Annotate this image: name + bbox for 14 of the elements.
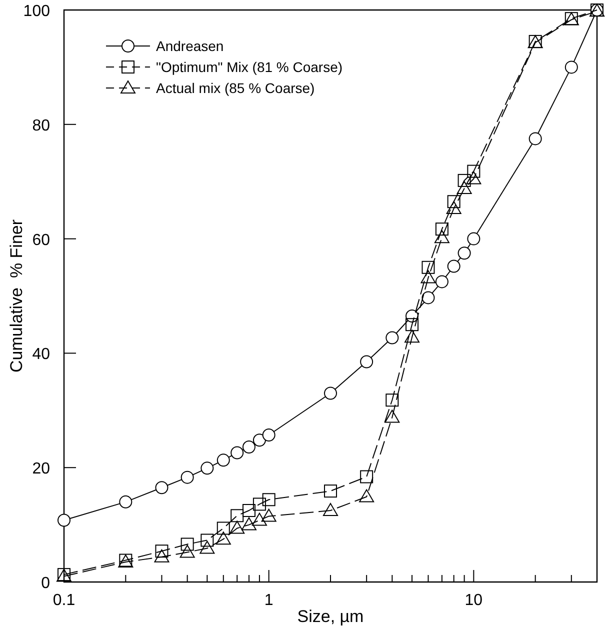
x-axis-title: Size, µm — [297, 607, 364, 626]
y-axis-title: Cumulative % Finer — [7, 219, 26, 373]
legend-label: Andreasen — [156, 38, 224, 54]
x-tick-label: 10 — [464, 592, 483, 609]
y-tick-label: 80 — [32, 117, 50, 134]
y-tick-label: 20 — [32, 460, 50, 478]
y-tick-label: 0 — [41, 575, 50, 592]
y-tick-label: 100 — [23, 3, 50, 20]
x-tick-label: 1 — [264, 592, 274, 609]
y-tick-label: 60 — [32, 232, 50, 249]
y-tick-label: 40 — [32, 346, 50, 364]
legend-label: Actual mix (85 % Coarse) — [156, 80, 315, 96]
legend-label: "Optimum" Mix (81 % Coarse) — [156, 59, 343, 75]
x-tick-label: 0.1 — [52, 592, 76, 609]
